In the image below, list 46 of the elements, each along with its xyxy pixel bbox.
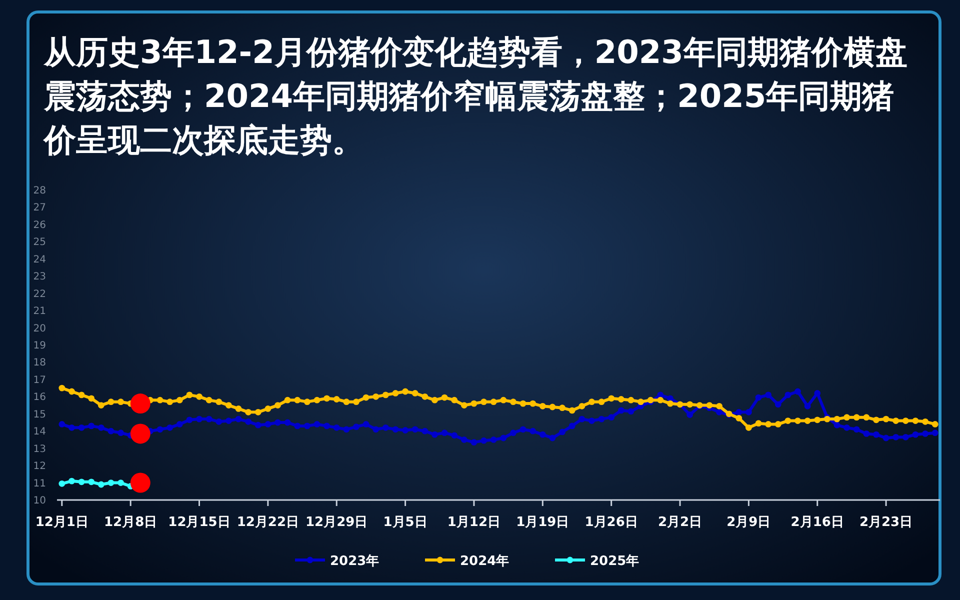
x-tick-label: 12月8日 [104, 515, 158, 530]
x-tick-label: 12月29日 [306, 515, 368, 530]
y-tick-label: 14 [33, 426, 46, 438]
y-tick-label: 16 [33, 392, 46, 404]
y-tick-label: 19 [33, 340, 46, 352]
point [68, 478, 75, 484]
x-tick-label: 1月5日 [383, 515, 428, 530]
point [98, 481, 104, 488]
y-tick-label: 17 [33, 374, 46, 386]
x-tick-label: 12月1日 [35, 515, 88, 530]
y-tick-label: 25 [33, 237, 46, 248]
y-tick-label: 26 [33, 220, 46, 231]
y-tick-label: 10 [33, 496, 46, 506]
point [88, 478, 95, 486]
point [108, 480, 114, 486]
legend-label: 2023年 [330, 554, 380, 569]
y-tick-label: 11 [33, 478, 46, 490]
point [130, 472, 150, 493]
point [78, 478, 85, 486]
point [130, 424, 150, 444]
x-tick-label: 1月12日 [447, 515, 501, 530]
x-tick-label: 12月22日 [236, 515, 300, 530]
y-tick-label: 20 [33, 323, 46, 334]
x-tick-label: 1月26日 [584, 515, 638, 530]
y-tick-label: 13 [33, 444, 46, 455]
x-tick-label: 12月15日 [168, 515, 230, 530]
y-tick-label: 18 [33, 358, 46, 369]
y-tick-label: 27 [33, 202, 46, 214]
y-tick-label: 24 [33, 254, 46, 266]
y-tick-label: 23 [33, 272, 46, 283]
point [130, 394, 150, 414]
point [118, 480, 124, 486]
point [58, 480, 66, 487]
chart-title: 从历史3年12-2月份猪价变化趋势看，2023年同期猪价横盘震荡态势；2024年同期猪价窄幅震荡盘整；2025年同期猪价呈现二次探底走势。 [44, 32, 908, 161]
legend-label: 2025年 [590, 554, 640, 569]
y-tick-label: 21 [33, 306, 46, 318]
y-tick-label: 22 [33, 288, 46, 300]
y-tick-label: 15 [33, 409, 46, 420]
x-tick-label: 2月2日 [658, 515, 702, 530]
y-tick-label: 12 [33, 461, 46, 472]
x-tick-label: 2月16日 [790, 515, 844, 530]
x-tick-label: 1月19日 [516, 515, 570, 530]
x-tick-label: 2月9日 [726, 515, 771, 530]
y-tick-label: 28 [33, 186, 46, 196]
x-tick-label: 2月23日 [859, 515, 913, 530]
legend-label: 2024年 [460, 554, 510, 569]
